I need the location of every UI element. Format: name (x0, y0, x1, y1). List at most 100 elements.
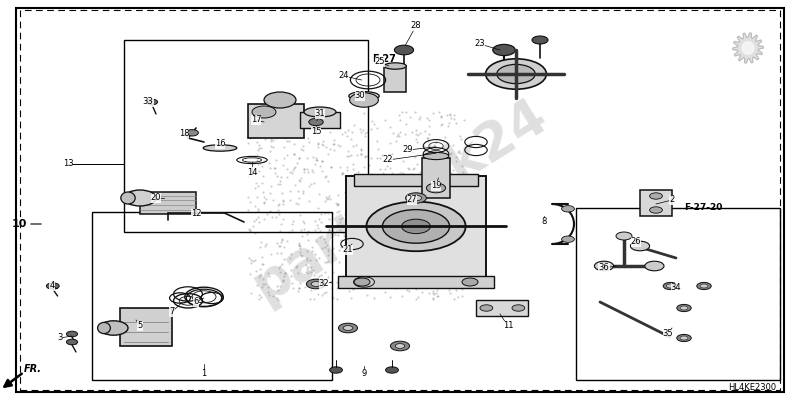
Point (413, 206, 426, 212)
Point (265, 138, 278, 144)
Point (274, 180, 286, 187)
Circle shape (252, 106, 276, 118)
Point (397, 186, 410, 192)
Point (263, 118, 276, 125)
Point (406, 149, 418, 155)
Point (290, 264, 303, 270)
Point (298, 166, 310, 172)
Point (429, 202, 442, 208)
Point (278, 270, 291, 276)
Point (277, 216, 290, 222)
Point (253, 244, 266, 250)
Point (345, 172, 358, 178)
Point (343, 258, 356, 264)
Bar (640, 190, 672, 216)
Point (366, 250, 378, 256)
Point (314, 211, 327, 217)
Point (410, 127, 422, 134)
Point (311, 140, 324, 146)
Point (262, 289, 274, 295)
Circle shape (146, 99, 158, 105)
Point (394, 129, 406, 136)
Point (441, 252, 454, 258)
Point (341, 276, 354, 282)
Point (257, 173, 270, 179)
Point (366, 252, 378, 258)
Point (328, 141, 341, 148)
Point (411, 273, 424, 280)
Point (328, 136, 341, 143)
Circle shape (562, 206, 574, 212)
Point (390, 282, 402, 288)
Point (326, 224, 339, 231)
Point (412, 116, 425, 122)
Bar (124, 40, 368, 232)
Point (358, 133, 371, 140)
Point (430, 187, 443, 193)
Point (365, 242, 378, 248)
Point (438, 226, 450, 232)
Text: 32: 32 (318, 280, 330, 288)
Point (423, 142, 436, 148)
Point (258, 136, 271, 142)
Point (293, 155, 306, 161)
Point (243, 227, 256, 234)
Point (294, 227, 307, 233)
Point (413, 182, 426, 189)
Point (400, 264, 413, 270)
Point (321, 196, 334, 203)
Point (386, 237, 399, 243)
Text: 22: 22 (382, 156, 394, 164)
Point (270, 135, 282, 142)
Circle shape (186, 130, 198, 136)
Point (338, 239, 351, 246)
Point (265, 127, 278, 134)
Point (341, 166, 354, 173)
Point (414, 256, 427, 263)
Point (298, 166, 310, 172)
Point (392, 195, 405, 202)
Circle shape (480, 305, 493, 311)
Point (421, 273, 434, 280)
Point (286, 227, 298, 234)
Point (247, 121, 260, 127)
Point (286, 285, 299, 292)
Point (318, 244, 331, 250)
Point (350, 216, 363, 223)
Point (337, 272, 350, 279)
Point (342, 288, 355, 294)
Point (438, 196, 451, 203)
Point (305, 181, 318, 188)
Point (385, 170, 398, 177)
Point (321, 259, 334, 265)
Point (443, 151, 456, 157)
Point (345, 181, 358, 188)
Point (257, 281, 270, 288)
Point (387, 262, 400, 268)
Point (373, 200, 386, 207)
Point (244, 134, 257, 141)
Point (400, 244, 413, 250)
Point (271, 181, 284, 187)
Point (301, 110, 314, 117)
Point (248, 257, 261, 263)
Point (449, 234, 462, 240)
Point (396, 109, 409, 116)
Point (331, 232, 344, 238)
Point (248, 230, 261, 236)
Point (300, 269, 313, 276)
Point (300, 154, 313, 161)
Point (400, 227, 413, 233)
Point (455, 163, 468, 169)
Point (430, 188, 442, 194)
Point (359, 172, 372, 179)
Point (422, 138, 435, 144)
Point (251, 160, 264, 167)
Point (257, 260, 270, 267)
Point (248, 111, 261, 118)
Point (303, 115, 316, 122)
Point (324, 278, 337, 285)
Circle shape (493, 44, 515, 56)
Point (310, 257, 323, 264)
Point (288, 165, 301, 172)
